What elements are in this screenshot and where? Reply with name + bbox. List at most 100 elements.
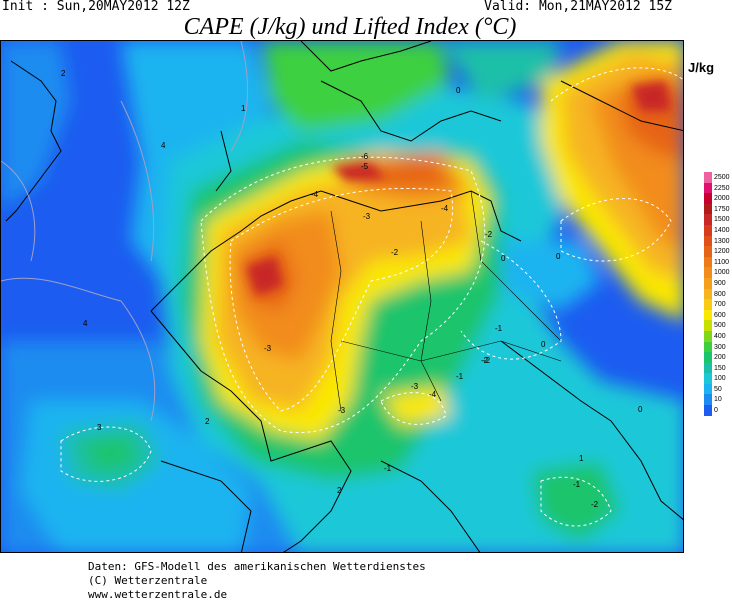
legend-label: 1750 <box>714 205 730 213</box>
footer-data-source: Daten: GFS-Modell des amerikanischen Wet… <box>88 560 426 573</box>
li-label: -1 <box>456 372 464 381</box>
li-label: 0 <box>638 405 643 414</box>
legend-label: 200 <box>714 354 726 362</box>
legend-swatch <box>704 309 712 321</box>
li-label: -3 <box>338 406 346 415</box>
li-label: 2 <box>61 69 66 78</box>
legend-entry: 300 <box>704 341 732 353</box>
li-label: 0 <box>456 86 461 95</box>
legend-swatch <box>704 320 712 331</box>
legend-swatch <box>704 383 712 395</box>
li-label: 3 <box>97 423 102 432</box>
legend-entry: 500 <box>704 320 732 331</box>
legend-swatch <box>704 352 712 363</box>
legend-label: 2000 <box>714 195 730 203</box>
cape-region <box>351 159 456 189</box>
legend-swatch <box>704 256 712 268</box>
legend-swatch <box>704 362 712 374</box>
li-label: 2 <box>337 486 342 495</box>
legend-swatch <box>704 299 712 310</box>
legend-entry: 600 <box>704 309 732 321</box>
legend-label: 50 <box>714 385 722 393</box>
cape-region <box>531 461 621 541</box>
li-label: -5 <box>361 162 369 171</box>
li-label: -2 <box>591 500 599 509</box>
li-label: -6 <box>361 152 369 161</box>
legend-swatch <box>704 224 712 236</box>
legend-entry: 1000 <box>704 267 732 278</box>
li-label: -3 <box>363 212 371 221</box>
legend-entry: 2000 <box>704 193 732 204</box>
legend-label: 2250 <box>714 184 730 192</box>
li-label: 0 <box>541 340 546 349</box>
valid-time: Valid: Mon,21MAY2012 15Z <box>484 0 672 14</box>
weather-map: -6 -5 -4 -4 -3 -3 -3 -2 -2 -2 -1 -1 0 0 … <box>0 40 684 553</box>
footer-website: www.wetterzentrale.de <box>88 588 228 601</box>
cape-region <box>246 256 283 296</box>
legend-label: 500 <box>714 322 726 330</box>
legend-label: 700 <box>714 301 726 309</box>
li-contours <box>60 67 683 527</box>
legend-swatch <box>704 277 712 289</box>
li-label: -3 <box>411 382 419 391</box>
li-label: -1 <box>384 464 392 473</box>
legend-swatch <box>704 341 712 353</box>
li-positive-contours <box>1 41 248 422</box>
legend-entry: 900 <box>704 277 732 289</box>
li-label: 0 <box>556 252 561 261</box>
legend-swatch <box>704 405 712 416</box>
li-label: 2 <box>205 417 210 426</box>
legend-entry: 1400 <box>704 224 732 236</box>
legend-entry: 1500 <box>704 214 732 225</box>
legend-swatch <box>704 235 712 247</box>
legend-entry: 2500 <box>704 172 732 183</box>
li-label: -2 <box>483 356 491 365</box>
coastlines <box>5 41 683 552</box>
legend-entry: 1200 <box>704 246 732 257</box>
legend-swatch <box>704 373 712 384</box>
li-label: 1 <box>241 104 246 113</box>
li-label: 4 <box>83 319 88 328</box>
legend-swatch <box>704 330 712 342</box>
cape-region <box>81 436 136 471</box>
legend-label: 600 <box>714 311 726 319</box>
country-borders <box>330 190 562 412</box>
legend-swatch <box>704 172 712 183</box>
legend-entry: 400 <box>704 330 732 342</box>
li-label: -2 <box>485 230 493 239</box>
li-label: 1 <box>579 454 584 463</box>
cape-region <box>631 81 671 111</box>
footer: Daten: GFS-Modell des amerikanischen Wet… <box>88 560 426 602</box>
color-legend: 2500 2250 2000 1750 1500 1400 1300 1200 1100 1000… <box>704 172 732 416</box>
legend-entry: 200 <box>704 352 732 363</box>
legend-swatch <box>704 246 712 257</box>
li-label: 0 <box>501 254 506 263</box>
cape-region <box>261 41 451 131</box>
legend-label: 800 <box>714 290 726 298</box>
legend-unit: J/kg <box>688 60 715 75</box>
li-label: -2 <box>481 356 489 365</box>
init-time: Init : Sun,20MAY2012 12Z <box>2 0 190 14</box>
legend-swatch <box>704 182 712 194</box>
legend-label: 10 <box>714 396 722 404</box>
li-label: -4 <box>441 204 449 213</box>
footer-copyright: (C) Wetterzentrale <box>88 574 208 587</box>
legend-label: 1500 <box>714 216 730 224</box>
legend-label: 900 <box>714 279 726 287</box>
legend-entry: 1100 <box>704 256 732 268</box>
legend-label: 300 <box>714 343 726 351</box>
legend-label: 1400 <box>714 226 730 234</box>
li-label: -2 <box>391 248 399 257</box>
li-label: -1 <box>573 480 581 489</box>
li-label: -3 <box>264 344 272 353</box>
legend-entry: 1750 <box>704 203 732 215</box>
legend-entry: 700 <box>704 299 732 310</box>
legend-swatch <box>704 193 712 204</box>
cape-region <box>441 41 561 101</box>
legend-label: 0 <box>714 407 718 415</box>
li-label: 4 <box>161 141 166 150</box>
legend-swatch <box>704 203 712 215</box>
legend-label: 2500 <box>714 174 730 181</box>
legend-swatch <box>704 214 712 225</box>
legend-swatch <box>704 394 712 406</box>
